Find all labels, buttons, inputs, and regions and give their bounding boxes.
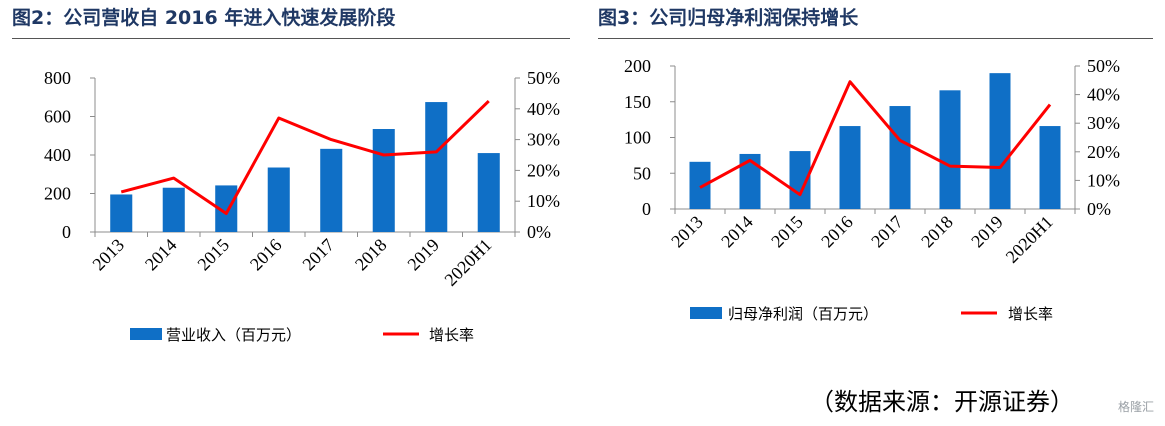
legend-line-label: 增长率 [429, 326, 474, 344]
figure-3-title: 图3：公司归母净利润保持增长 [598, 7, 859, 29]
revenue-chart: 0 200 400 600 800 0% 10% 20% 30% 40% 50% 2013 2014 20… [44, 68, 560, 344]
growth-rate-line [120, 100, 490, 216]
category-label: 2016 [817, 212, 857, 252]
right-tick-label: 40% [527, 99, 560, 119]
category-label: 2014 [717, 212, 757, 252]
category-label: 2020H1 [1002, 212, 1057, 267]
bar [989, 73, 1011, 210]
category-label: 2018 [351, 235, 391, 275]
right-tick-label: 30% [527, 130, 560, 150]
legend-bar-label: 归母净利润（百万元） [728, 305, 878, 323]
category-label: 2015 [767, 212, 807, 252]
left-tick-label: 800 [44, 68, 71, 88]
category-label: 2015 [193, 235, 233, 275]
legend-line-label: 增长率 [1008, 305, 1053, 323]
bar [267, 167, 290, 232]
right-tick-label: 50% [1087, 56, 1120, 76]
left-tick-label: 200 [44, 184, 71, 204]
bar [1039, 126, 1061, 209]
category-label: 2017 [298, 235, 338, 275]
category-label: 2018 [917, 212, 957, 252]
right-tick-label: 0% [527, 222, 551, 242]
left-tick-label: 0 [642, 199, 651, 219]
right-tick-label: 30% [1087, 113, 1120, 133]
left-tick-label: 400 [44, 145, 71, 165]
bar [889, 106, 911, 209]
left-tick-label: 0 [62, 222, 71, 242]
right-tick-label: 20% [1087, 142, 1120, 162]
growth-rate-line [699, 80, 1052, 197]
bar [839, 126, 861, 209]
bar [477, 153, 500, 232]
right-tick-label: 20% [527, 160, 560, 180]
bar [162, 187, 185, 232]
category-label: 2013 [88, 235, 128, 275]
bar [739, 153, 761, 209]
right-tick-label: 0% [1087, 199, 1111, 219]
right-tick-label: 40% [1087, 85, 1120, 105]
left-tick-label: 200 [624, 56, 651, 76]
category-label: 2019 [967, 212, 1007, 252]
bar [689, 161, 711, 209]
data-source-note: （数据来源：开源证券） [810, 388, 1074, 416]
category-label: 2020H1 [440, 235, 495, 290]
right-tick-label: 10% [1087, 170, 1120, 190]
bar [320, 148, 343, 232]
right-tick-label: 10% [527, 191, 560, 211]
legend-bar-swatch [130, 328, 162, 340]
figure-3-title-rule [598, 38, 1153, 39]
figure-2-title: 图2：公司营收自 2016 年进入快速发展阶段 [12, 7, 396, 29]
bar [939, 90, 961, 209]
legend-bar-label: 营业收入（百万元） [166, 326, 301, 344]
bar [372, 129, 395, 232]
right-tick-label: 50% [527, 68, 560, 88]
left-tick-label: 50 [633, 163, 651, 183]
category-label: 2014 [141, 235, 181, 275]
category-label: 2016 [246, 235, 286, 275]
bar [789, 151, 811, 209]
left-tick-label: 600 [44, 107, 71, 127]
bar [215, 185, 238, 232]
category-label: 2017 [867, 212, 907, 252]
figure-2-title-rule [12, 38, 570, 39]
category-label: 2019 [403, 235, 443, 275]
bar [110, 194, 133, 232]
category-label: 2013 [667, 212, 707, 252]
left-tick-label: 150 [624, 92, 651, 112]
left-tick-label: 100 [624, 128, 651, 148]
watermark-text: 格隆汇 [1118, 400, 1155, 414]
legend-bar-swatch [690, 307, 722, 319]
bar [425, 102, 448, 232]
